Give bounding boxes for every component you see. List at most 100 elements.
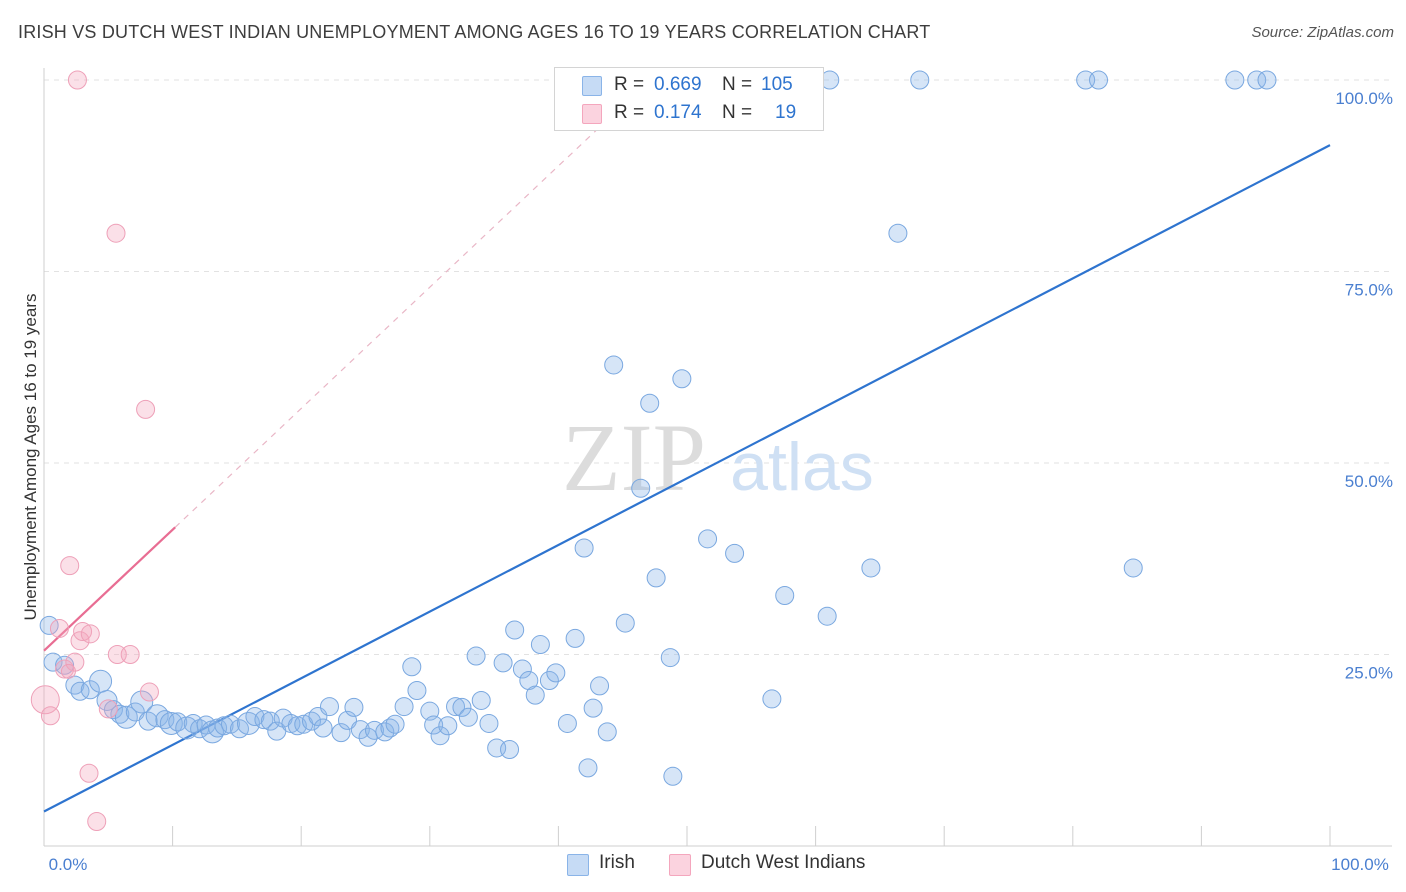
irish-point xyxy=(260,711,280,731)
irish-point xyxy=(331,723,351,743)
legend-r-label: R = xyxy=(614,102,645,123)
irish-point xyxy=(220,714,240,734)
irish-point xyxy=(287,716,307,736)
dutch-point xyxy=(70,631,90,651)
irish-swatch xyxy=(582,76,602,96)
irish-point xyxy=(525,685,545,705)
dutch-trendline-extension xyxy=(174,125,602,528)
dutch-point xyxy=(73,622,93,642)
dutch-point xyxy=(87,811,107,831)
gridlines xyxy=(44,79,1392,655)
irish-point xyxy=(557,713,577,733)
irish-point xyxy=(80,680,100,700)
irish-point xyxy=(775,586,795,606)
legend-row-dutch: R = 0.174 N = 19 xyxy=(555,100,823,128)
irish-point xyxy=(578,758,598,778)
axes xyxy=(43,68,1392,847)
irish-point xyxy=(89,669,113,693)
irish-point xyxy=(65,675,85,695)
dutch-point xyxy=(136,399,156,419)
irish-point xyxy=(604,355,624,375)
irish-point xyxy=(1257,70,1277,90)
dutch-point xyxy=(40,706,60,726)
irish-point xyxy=(574,538,594,558)
dutch-point xyxy=(60,663,76,679)
irish-point xyxy=(519,671,539,691)
trendlines xyxy=(43,125,1331,813)
irish-point xyxy=(458,707,478,727)
tick-labels: 0.0% 100.0% 25.0% 50.0% 75.0% 100.0% xyxy=(49,89,1393,874)
irish-point xyxy=(159,711,183,735)
x-tick-label: 100.0% xyxy=(1331,855,1389,874)
y-tick-label: 100.0% xyxy=(1335,89,1393,108)
irish-point xyxy=(114,705,138,729)
irish-point xyxy=(1225,70,1245,90)
y-axis-label: Unemployment Among Ages 16 to 19 years xyxy=(21,294,40,621)
legend-r-value: 0.669 xyxy=(654,74,702,95)
irish-point xyxy=(380,718,400,738)
irish-point xyxy=(365,720,385,740)
irish-point xyxy=(817,606,837,626)
irish-point xyxy=(530,635,550,655)
irish-point xyxy=(1123,558,1143,578)
irish-point xyxy=(663,766,683,786)
irish-point xyxy=(1247,70,1267,90)
dutch-trendline xyxy=(43,526,176,652)
irish-legend-swatch xyxy=(567,854,589,876)
irish-trendline xyxy=(43,144,1331,813)
irish-point xyxy=(640,393,660,413)
irish-point xyxy=(350,720,370,740)
legend-n-label: N = xyxy=(722,74,753,95)
irish-point xyxy=(452,697,472,717)
irish-point xyxy=(615,613,635,633)
irish-point xyxy=(466,646,486,666)
y-tick-label: 25.0% xyxy=(1345,664,1393,683)
irish-point xyxy=(910,70,930,90)
irish-point xyxy=(698,529,718,549)
legend-row-irish: R = 0.669 N = 105 xyxy=(555,72,823,100)
dutch-point xyxy=(67,70,87,90)
correlation-legend: R = 0.669 N = 105 R = 0.174 N = 19 xyxy=(554,67,824,131)
irish-point xyxy=(375,722,395,742)
irish-point xyxy=(512,659,532,679)
irish-point xyxy=(471,690,491,710)
irish-point xyxy=(43,652,63,672)
x-tick-label: 0.0% xyxy=(49,855,88,874)
irish-point xyxy=(313,718,333,738)
irish-point xyxy=(546,663,566,683)
irish-point xyxy=(344,697,364,717)
dutch-point xyxy=(60,556,80,576)
dutch-point xyxy=(106,223,126,243)
irish-point xyxy=(446,697,466,717)
watermark-atlas: atlas xyxy=(730,429,874,505)
dutch-swatch xyxy=(582,104,602,124)
legend-n-value: 19 xyxy=(775,102,797,123)
irish-point xyxy=(646,568,666,588)
irish-point xyxy=(319,697,339,717)
irish-point xyxy=(672,369,692,389)
dutch-point xyxy=(79,763,99,783)
irish-point xyxy=(407,681,427,701)
irish-point xyxy=(394,697,414,717)
irish-legend-label: Irish xyxy=(599,852,635,873)
irish-point xyxy=(590,676,610,696)
y-tick-label: 75.0% xyxy=(1345,281,1393,300)
watermark-zip: ZIP xyxy=(562,404,706,511)
irish-point xyxy=(888,223,908,243)
irish-point xyxy=(479,713,499,733)
irish-point xyxy=(861,558,881,578)
irish-point xyxy=(493,653,513,673)
dutch-point xyxy=(80,624,100,644)
y-tick-label: 50.0% xyxy=(1345,472,1393,491)
source-label: Source: ZipAtlas.com xyxy=(1251,24,1394,41)
legend-n-label: N = xyxy=(722,102,753,123)
irish-point xyxy=(539,671,559,691)
irish-point xyxy=(762,689,782,709)
irish-point xyxy=(214,716,234,736)
irish-point xyxy=(500,739,520,759)
dutch-point xyxy=(49,618,69,638)
dutch-point xyxy=(98,699,118,719)
irish-point xyxy=(424,715,444,735)
irish-point xyxy=(583,698,603,718)
